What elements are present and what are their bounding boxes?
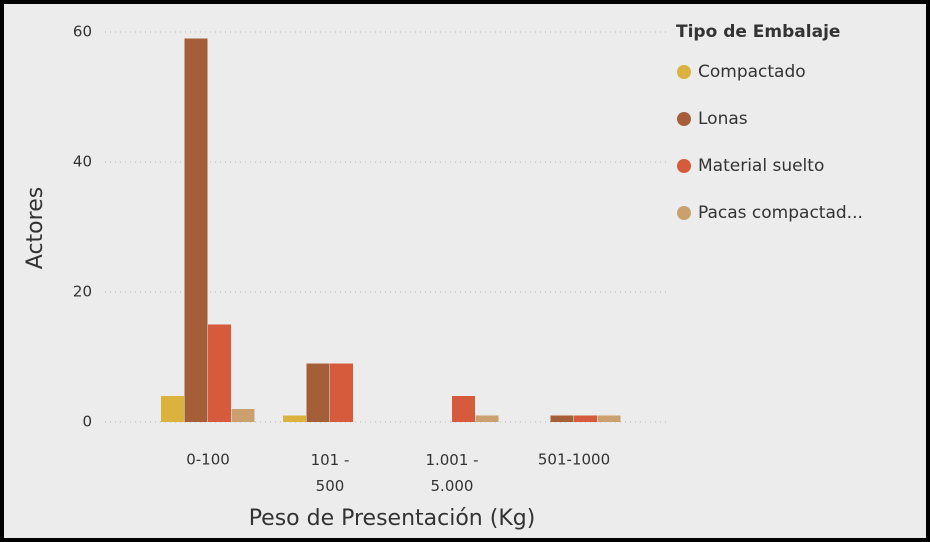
bar [161, 396, 184, 422]
legend-marker [677, 65, 691, 79]
legend-label: Compactado [698, 62, 806, 82]
bar [283, 415, 306, 422]
bar [452, 396, 475, 422]
bar [184, 38, 208, 422]
x-tick-label-line: 101 - [311, 451, 350, 469]
legend-marker [677, 206, 691, 220]
bar [475, 415, 499, 422]
x-tick-label-line: 1.001 - [425, 451, 478, 469]
bar [597, 415, 621, 422]
y-tick-label: 20 [73, 283, 92, 301]
legend-marker [677, 159, 691, 173]
y-tick-label: 40 [73, 153, 92, 171]
x-tick-label-line: 500 [316, 477, 345, 495]
x-tick-label: 101 - 500 [311, 451, 350, 495]
x-tick-label: 0-100 [186, 451, 230, 469]
x-tick-label: 501-1000 [538, 451, 610, 469]
x-tick-label: 1.001 - 5.000 [425, 451, 478, 495]
bar [231, 409, 255, 422]
x-tick-label-line: 5.000 [431, 477, 474, 495]
bar [330, 363, 353, 422]
bar [306, 363, 330, 422]
y-tick-label: 0 [82, 413, 92, 431]
legend-label: Pacas compactad... [698, 203, 863, 223]
y-tick-label: 60 [73, 23, 92, 41]
legend-label: Lonas [698, 109, 748, 129]
legend-title: Tipo de Embalaje [676, 22, 840, 42]
legend-label: Material suelto [698, 156, 824, 176]
bar [208, 324, 231, 422]
bar [574, 415, 597, 422]
bar [550, 415, 574, 422]
legend-marker [677, 112, 691, 126]
x-axis-title: Peso de Presentación (Kg) [249, 506, 536, 531]
y-axis-title: Actores [23, 187, 48, 269]
